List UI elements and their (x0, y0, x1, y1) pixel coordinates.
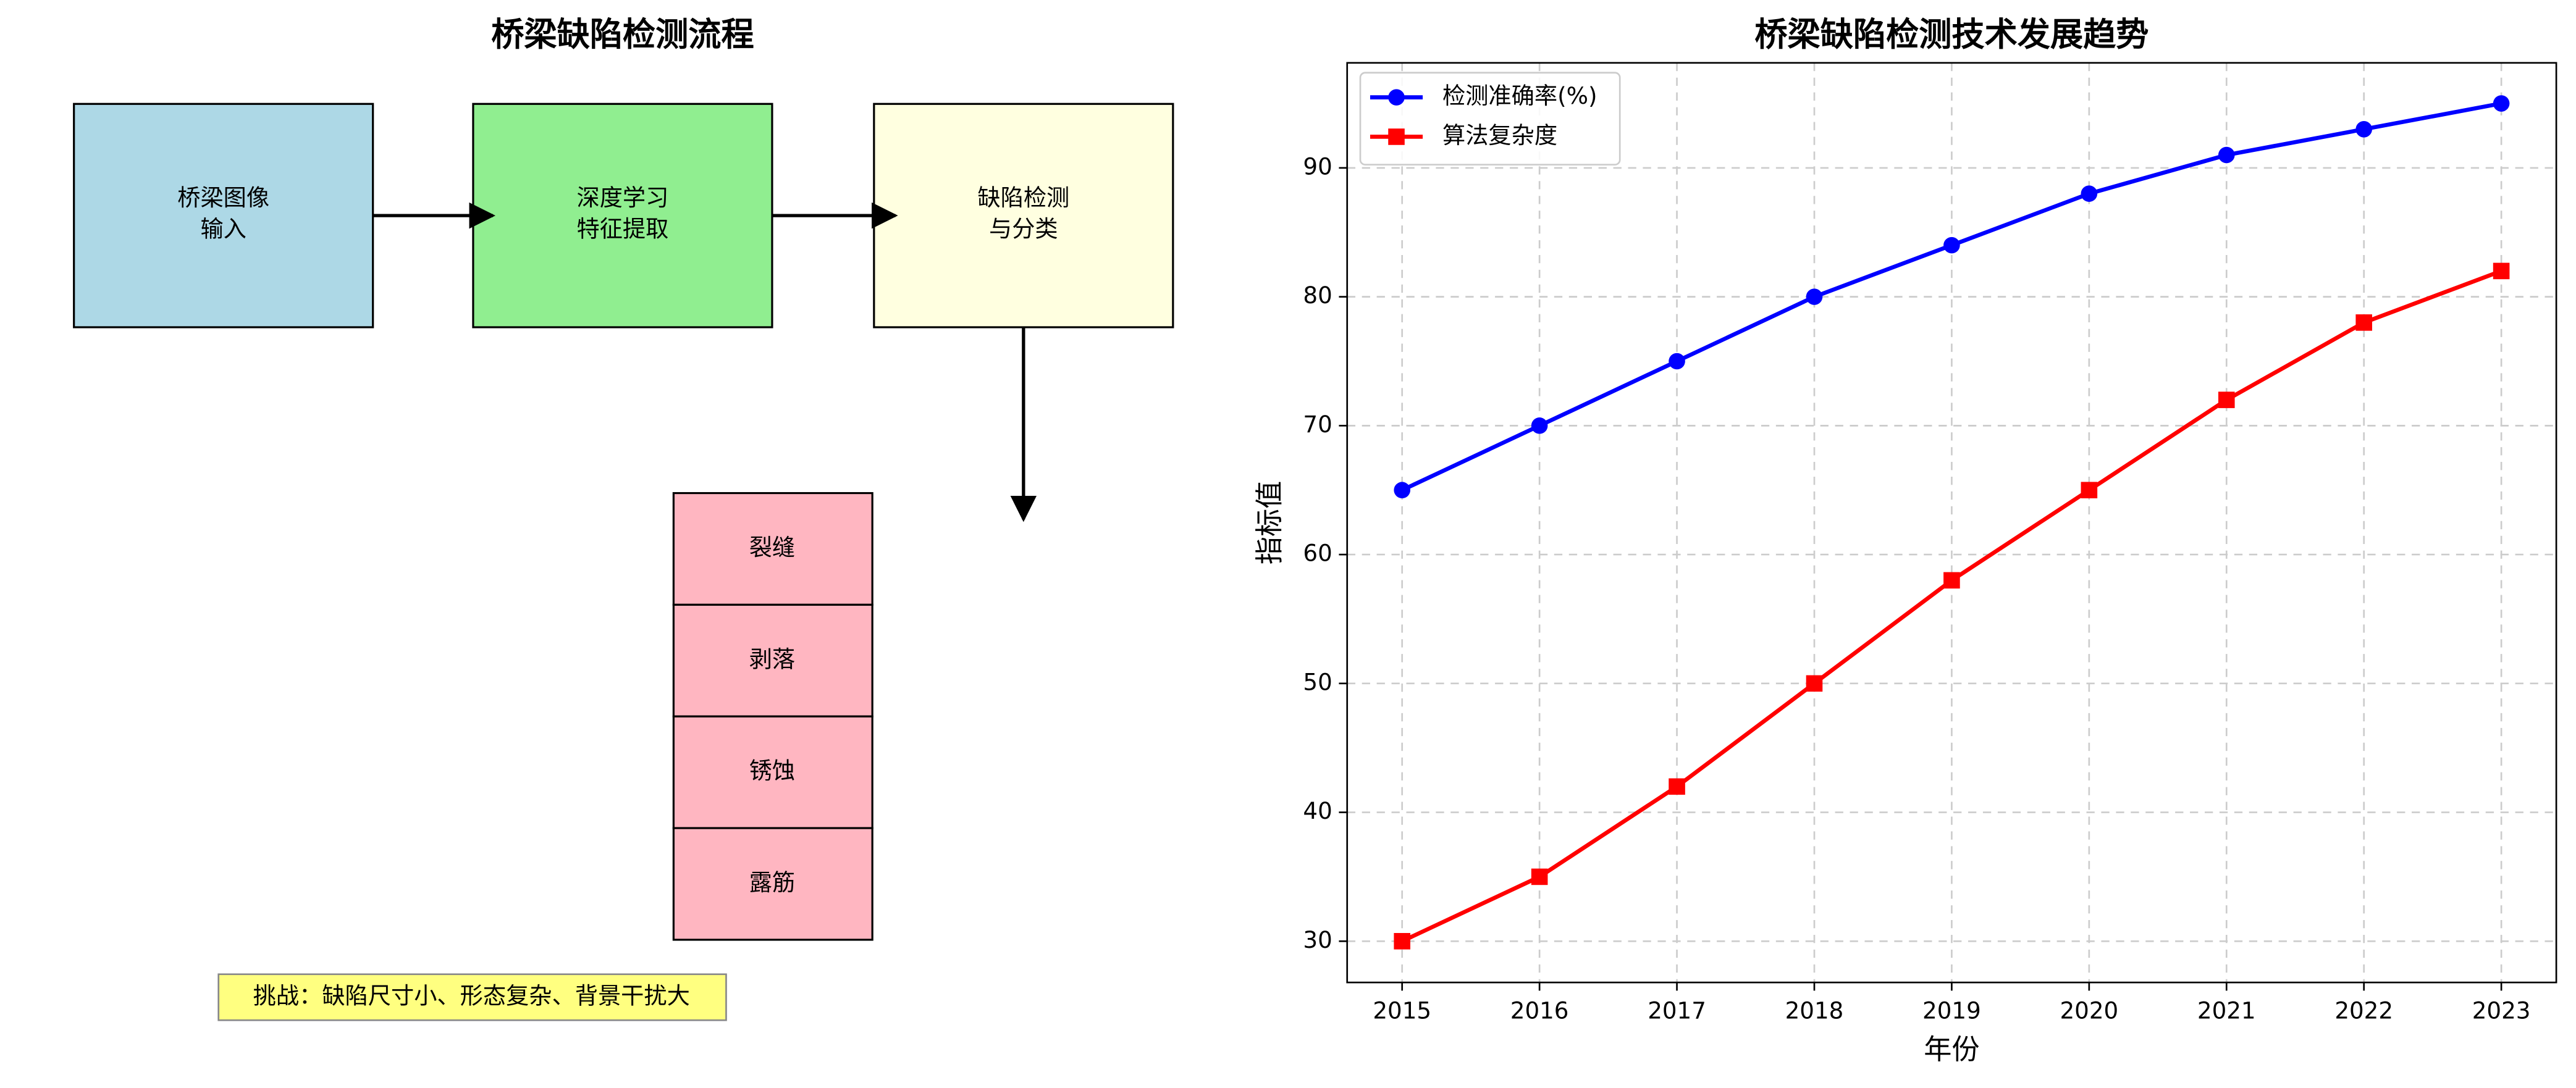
marker (1388, 89, 1405, 106)
node-label: 与分类 (989, 216, 1058, 243)
marker (2493, 95, 2510, 112)
legend-frame (1359, 72, 1621, 165)
diagram-title: 桥梁缺陷检测流程 (491, 15, 754, 54)
x-tick-label: 2017 (1648, 997, 1706, 1024)
defect-label: 裂缝 (749, 534, 795, 561)
marker (1669, 353, 1685, 370)
defect-label: 剥落 (749, 645, 795, 672)
marker (1531, 868, 1548, 885)
node-label: 特征提取 (576, 216, 668, 243)
defect-label: 锈蚀 (749, 757, 795, 784)
y-tick-label: 90 (1303, 153, 1332, 180)
x-tick-label: 2019 (1922, 997, 1981, 1024)
y-tick-label: 30 (1303, 926, 1332, 953)
x-tick-label: 2018 (1785, 997, 1844, 1024)
y-tick-label: 40 (1303, 797, 1332, 824)
series-line (1401, 269, 2502, 944)
marker (1943, 236, 1960, 254)
x-tick-label: 2020 (2060, 997, 2118, 1024)
x-tick-label: 2016 (1510, 997, 1569, 1024)
marker (2081, 482, 2098, 499)
node-box (873, 103, 1174, 328)
y-tick-label: 80 (1303, 282, 1332, 309)
x-axis-label: 年份 (1924, 1033, 1979, 1066)
node-label: 输入 (200, 216, 246, 243)
marker (2493, 262, 2510, 280)
x-tick-label: 2021 (2197, 997, 2256, 1024)
marker (1669, 778, 1685, 795)
node-label: 桥梁图像 (177, 184, 269, 211)
marker (2355, 120, 2372, 138)
defect-label: 露筋 (749, 869, 795, 896)
plot-frame (1346, 62, 2557, 984)
node-box (472, 103, 773, 328)
x-tick-label: 2022 (2334, 997, 2393, 1024)
marker (1394, 482, 1411, 499)
y-tick-label: 50 (1303, 668, 1332, 695)
note-box (217, 973, 727, 1021)
marker (2218, 146, 2235, 164)
legend-label: 算法复杂度 (1442, 122, 1557, 149)
y-tick-label: 70 (1303, 411, 1332, 438)
marker (2081, 185, 2098, 202)
chart: 桥梁缺陷检测技术发展趋势 2015 2016 2017 2018 2019 2020 2021… (1253, 15, 2557, 1066)
marker (1394, 932, 1411, 950)
marker (1388, 128, 1405, 145)
y-axis-label: 指标值 (1253, 481, 1286, 565)
x-tick-label: 2023 (2472, 997, 2531, 1024)
marker (1806, 288, 1823, 305)
x-tick-label: 2015 (1373, 997, 1431, 1024)
note: 挑战：缺陷尺寸小、形态复杂、背景干扰大 (253, 982, 690, 1010)
chart-title: 桥梁缺陷检测技术发展趋势 (1754, 15, 2149, 54)
y-tick-label: 60 (1303, 540, 1332, 567)
legend-label: 检测准确率(%) (1442, 82, 1597, 109)
node-label: 深度学习 (576, 184, 668, 211)
node-box (73, 103, 374, 328)
defect-box (672, 827, 873, 941)
marker (1806, 675, 1823, 692)
node-label: 缺陷检测 (977, 184, 1069, 211)
marker (1531, 417, 1548, 434)
marker (2218, 391, 2235, 408)
marker (2355, 314, 2372, 331)
marker (1943, 572, 1960, 589)
